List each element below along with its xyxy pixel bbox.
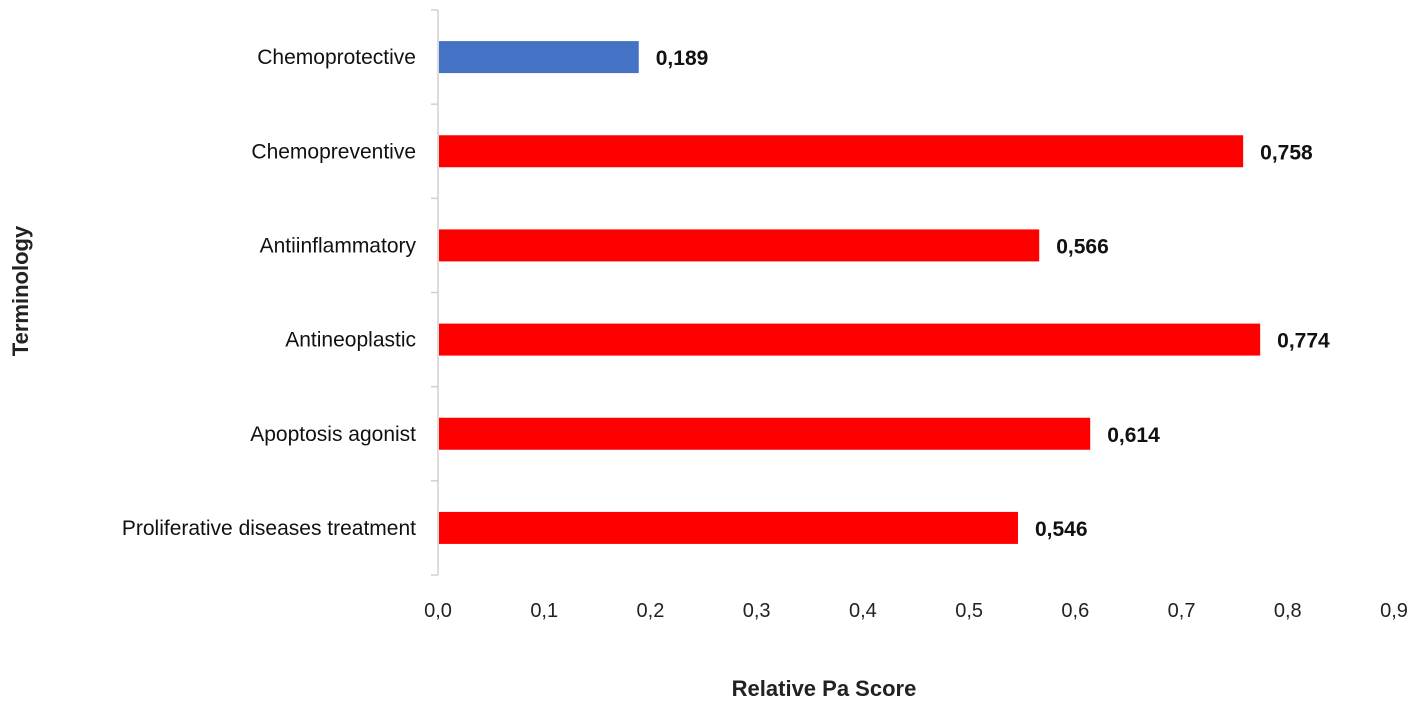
x-tick-label: 0,3 xyxy=(743,600,771,622)
x-tick-label: 0,4 xyxy=(849,600,877,622)
x-tick-label: 0,2 xyxy=(637,600,665,622)
category-label: Chemopreventive xyxy=(251,140,416,163)
value-label: 0,189 xyxy=(656,47,709,70)
x-tick-label: 0,5 xyxy=(955,600,983,622)
value-label: 0,614 xyxy=(1107,424,1160,447)
y-axis-title: Terminology xyxy=(8,225,33,356)
x-tick-label: 0,0 xyxy=(424,600,452,622)
category-label: Antineoplastic xyxy=(285,329,416,352)
x-tick-label: 0,8 xyxy=(1274,600,1302,622)
value-label: 0,758 xyxy=(1260,141,1313,164)
category-label: Apoptosis agonist xyxy=(250,423,416,446)
x-tick-label: 0,9 xyxy=(1380,600,1408,622)
x-tick-labels: 0,0 0,1 0,2 0,3 0,4 0,5 0,6 0,7 0,8 0,9 xyxy=(424,600,1408,622)
value-label: 0,774 xyxy=(1277,330,1330,353)
value-label: 0,566 xyxy=(1056,235,1109,258)
bar xyxy=(439,511,1018,544)
bar xyxy=(439,135,1244,168)
x-tick-label: 0,6 xyxy=(1061,600,1089,622)
value-label: 0,546 xyxy=(1035,518,1088,541)
x-tick-label: 0,7 xyxy=(1168,600,1196,622)
category-label: Proliferative diseases treatment xyxy=(122,517,416,540)
category-labels: Chemoprotective Chemopreventive Antiinflam… xyxy=(122,46,417,540)
bar xyxy=(439,417,1091,450)
value-labels: 0,189 0,758 0,566 0,774 0,614 0,546 xyxy=(656,47,1330,541)
x-axis-title: Relative Pa Score xyxy=(732,676,917,701)
category-label: Chemoprotective xyxy=(257,46,416,69)
y-axis xyxy=(431,9,439,576)
category-label: Antiinflammatory xyxy=(260,234,417,257)
bar xyxy=(439,229,1040,262)
x-tick-label: 0,1 xyxy=(530,600,558,622)
bar xyxy=(439,323,1261,356)
bar xyxy=(439,41,639,74)
bars-group xyxy=(439,41,1261,544)
